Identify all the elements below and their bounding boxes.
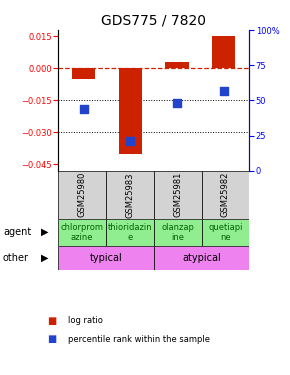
- Text: atypical: atypical: [182, 253, 221, 263]
- Bar: [154, 171, 202, 219]
- Bar: [72, 68, 95, 79]
- Text: agent: agent: [3, 227, 31, 237]
- Bar: [202, 171, 249, 219]
- Text: thioridazin
e: thioridazin e: [108, 222, 152, 242]
- Text: other: other: [3, 253, 29, 263]
- Bar: [106, 171, 154, 219]
- Text: ■: ■: [48, 334, 57, 344]
- Bar: [212, 36, 235, 68]
- Text: GSM25982: GSM25982: [221, 172, 230, 217]
- Point: [81, 106, 86, 112]
- Text: GSM25980: GSM25980: [77, 172, 86, 217]
- Bar: [58, 171, 106, 219]
- Text: ■: ■: [48, 316, 57, 326]
- Text: log ratio: log ratio: [68, 316, 103, 325]
- Bar: [154, 246, 249, 270]
- Bar: [58, 219, 106, 246]
- Bar: [119, 68, 142, 154]
- Point: [175, 100, 179, 106]
- Text: percentile rank within the sample: percentile rank within the sample: [68, 335, 210, 344]
- Text: ▶: ▶: [41, 253, 48, 263]
- Bar: [106, 219, 154, 246]
- Text: chlorprom
azine: chlorprom azine: [60, 222, 104, 242]
- Bar: [154, 219, 202, 246]
- Bar: [165, 62, 189, 68]
- Text: GSM25983: GSM25983: [125, 172, 134, 217]
- Point: [128, 138, 133, 144]
- Title: GDS775 / 7820: GDS775 / 7820: [101, 13, 206, 27]
- Bar: [202, 219, 249, 246]
- Text: ▶: ▶: [41, 227, 48, 237]
- Point: [221, 87, 226, 93]
- Text: GSM25981: GSM25981: [173, 172, 182, 217]
- Text: typical: typical: [90, 253, 122, 263]
- Bar: [58, 246, 154, 270]
- Text: olanzap
ine: olanzap ine: [161, 222, 194, 242]
- Text: quetiapi
ne: quetiapi ne: [208, 222, 243, 242]
